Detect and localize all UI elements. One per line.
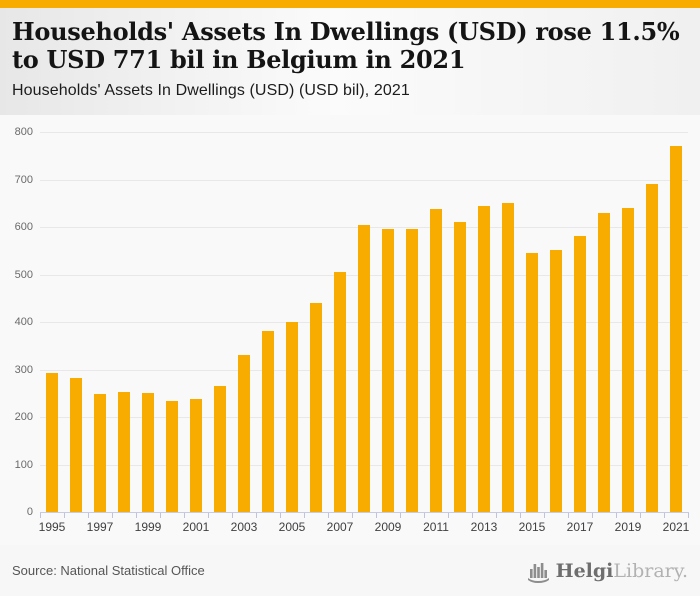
- x-axis-tick: [376, 513, 377, 518]
- x-axis-tick: [208, 513, 209, 518]
- x-axis-tick: [136, 513, 137, 518]
- x-axis-label-2011: 2011: [423, 520, 449, 534]
- bar-2014: [502, 203, 514, 512]
- x-axis-tick: [544, 513, 545, 518]
- x-axis-label-2001: 2001: [182, 520, 210, 534]
- bar-2003: [238, 355, 250, 512]
- x-axis-label-2003: 2003: [230, 520, 258, 534]
- x-axis-label-2007: 2007: [326, 520, 354, 534]
- x-axis-tick: [592, 513, 593, 518]
- footer: Source: National Statistical Office Helg…: [0, 545, 700, 596]
- x-axis-label-2009: 2009: [374, 520, 402, 534]
- bar-1998: [118, 392, 130, 512]
- bar-2016: [550, 250, 562, 512]
- bar-2017: [574, 236, 586, 512]
- bar-2007: [334, 272, 346, 512]
- x-axis-line: [40, 512, 689, 513]
- x-axis-tick: [520, 513, 521, 518]
- x-axis-tick: [40, 513, 41, 518]
- y-axis-label-300: 300: [14, 363, 33, 376]
- x-axis-tick: [352, 513, 353, 518]
- bar-2000: [166, 401, 178, 512]
- gridline-800: [40, 132, 688, 133]
- x-axis-tick: [328, 513, 329, 518]
- bar-2008: [358, 225, 370, 512]
- bar-2004: [262, 331, 274, 512]
- bar-2012: [454, 222, 466, 512]
- x-axis-tick: [688, 513, 689, 518]
- x-axis-tick: [64, 513, 65, 518]
- gridline-700: [40, 179, 688, 181]
- x-axis-label-1997: 1997: [86, 520, 114, 534]
- x-axis-tick: [256, 513, 257, 518]
- x-axis-tick: [304, 513, 305, 518]
- bar-2015: [526, 253, 538, 512]
- y-axis-label-200: 200: [14, 411, 33, 423]
- bar-1996: [70, 378, 82, 512]
- x-axis-label-2015: 2015: [518, 520, 546, 534]
- x-axis-label-2021: 2021: [662, 520, 690, 534]
- x-axis-label-2017: 2017: [566, 520, 594, 534]
- bar-1995: [46, 373, 58, 512]
- bar-2018: [598, 213, 610, 512]
- x-axis-tick: [664, 513, 665, 518]
- x-axis-tick: [280, 513, 281, 518]
- y-axis-label-0: 0: [26, 506, 33, 518]
- bar-2019: [622, 208, 634, 512]
- source-text: Source: National Statistical Office: [12, 563, 205, 578]
- x-axis-tick: [568, 513, 569, 518]
- x-axis-tick: [400, 513, 401, 518]
- bar-1999: [142, 393, 154, 512]
- x-axis-tick: [112, 513, 113, 518]
- bar-2011: [430, 209, 442, 512]
- bar-1997: [94, 394, 106, 512]
- x-axis-label-1999: 1999: [134, 520, 162, 534]
- y-axis-label-500: 500: [14, 268, 33, 281]
- logo-wordmark: HelgiLibrary.: [556, 560, 688, 582]
- x-axis-label-2019: 2019: [614, 520, 642, 534]
- bar-2002: [214, 386, 226, 512]
- logo-helgi: Helgi: [555, 559, 614, 582]
- x-axis-label-1995: 1995: [38, 520, 66, 534]
- x-axis-tick: [184, 513, 185, 518]
- y-axis-label-600: 600: [14, 221, 33, 233]
- y-axis-label-700: 700: [14, 173, 33, 186]
- x-axis-tick: [616, 513, 617, 518]
- bar-chart: 0 100 200 300 400 500 600 700 800 1995 1997 1999 200…: [0, 115, 700, 545]
- page-subtitle: Households' Assets In Dwellings (USD) (U…: [12, 82, 410, 100]
- x-axis-tick: [496, 513, 497, 518]
- x-axis-tick: [232, 513, 233, 518]
- bar-2001: [190, 399, 202, 512]
- helgi-library-logo[interactable]: HelgiLibrary.: [527, 559, 688, 583]
- x-axis-tick: [424, 513, 425, 518]
- y-axis-label-800: 800: [14, 126, 33, 138]
- x-axis-label-2013: 2013: [470, 520, 498, 534]
- x-axis-tick: [448, 513, 449, 518]
- bar-2020: [646, 184, 658, 512]
- bar-2013: [478, 206, 490, 512]
- y-axis-label-400: 400: [14, 316, 33, 328]
- y-axis-label-100: 100: [14, 458, 33, 471]
- accent-bar: [0, 0, 700, 8]
- bar-2006: [310, 303, 322, 512]
- page-title: Households' Assets In Dwellings (USD) ro…: [12, 17, 680, 75]
- x-axis-tick: [472, 513, 473, 518]
- x-axis-tick: [640, 513, 641, 518]
- x-axis-tick: [88, 513, 89, 518]
- header: Households' Assets In Dwellings (USD) ro…: [0, 8, 700, 115]
- x-axis-label-2005: 2005: [278, 520, 306, 534]
- bar-2010: [406, 229, 418, 512]
- logo-library: Library.: [613, 559, 688, 582]
- bar-2005: [286, 322, 298, 512]
- bar-2021: [670, 146, 682, 512]
- bar-chart-icon: [527, 559, 551, 583]
- x-axis-tick: [160, 513, 161, 518]
- bar-2009: [382, 229, 394, 512]
